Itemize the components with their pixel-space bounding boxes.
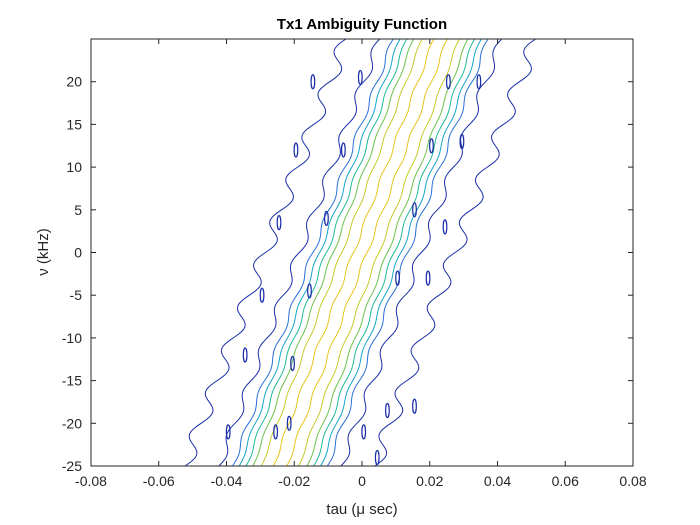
contour-line	[184, 39, 347, 466]
x-tick-label: 0.02	[416, 473, 443, 489]
contour-island	[445, 74, 451, 90]
contour-island	[395, 270, 400, 286]
contour-island	[412, 398, 417, 414]
contour-island	[225, 424, 231, 440]
contour-island	[340, 142, 346, 158]
y-tick-label: 20	[66, 74, 82, 90]
contour-island	[385, 402, 390, 419]
contour-island	[361, 424, 367, 440]
contour-line	[218, 39, 381, 466]
contour-island	[273, 424, 279, 440]
x-tick-label: 0	[358, 473, 366, 489]
x-tick-label: 0.08	[619, 473, 646, 489]
y-tick-label: -15	[62, 373, 82, 389]
contour-line	[252, 39, 415, 466]
contour-line	[326, 39, 489, 466]
y-tick-label: 5	[74, 202, 82, 218]
x-tick-label: -0.08	[75, 473, 107, 489]
contour-island	[290, 355, 295, 372]
contour-island	[310, 74, 316, 90]
y-tick-label: 15	[66, 116, 82, 132]
contour-island	[286, 415, 292, 431]
contour-island	[459, 133, 465, 150]
x-axis-label: tau (μ sec)	[326, 501, 397, 518]
contour-island	[425, 270, 431, 286]
y-tick-label: -20	[62, 415, 82, 431]
x-tick-label: 0.04	[484, 473, 511, 489]
contour-island	[293, 142, 299, 158]
contour-line	[306, 39, 469, 466]
tick-layer: -0.08 -0.06 -0.04 -0.02 0 0.02 0.04 0.06 0.08 -25…	[62, 39, 647, 489]
contour-island	[324, 210, 329, 226]
contour-line	[245, 39, 408, 466]
contour-line	[238, 39, 401, 466]
contour-line	[260, 39, 423, 466]
contour-line	[231, 39, 394, 466]
contour-line	[297, 39, 460, 466]
contour-island	[412, 202, 417, 218]
plot-area	[91, 39, 633, 466]
contour-island	[357, 69, 363, 86]
y-axis-label: ν (kHz)	[35, 228, 52, 276]
contour-island	[429, 138, 434, 154]
x-tick-label: -0.04	[211, 473, 243, 489]
x-tick-label: 0.06	[552, 473, 579, 489]
y-tick-label: 0	[74, 245, 82, 261]
x-tick-label: -0.02	[278, 473, 310, 489]
contour-line	[286, 39, 449, 466]
x-tick-label: -0.06	[143, 473, 175, 489]
contour-island	[276, 215, 282, 231]
contour-line	[319, 39, 482, 466]
contour-island	[259, 287, 265, 303]
contour-line	[272, 39, 435, 466]
contour-island	[442, 219, 448, 235]
y-tick-label: 10	[66, 159, 82, 175]
contour-layer	[184, 39, 537, 466]
contour-island	[476, 74, 482, 90]
contour-line	[340, 39, 503, 466]
chart-title: Tx1 Ambiguity Function	[277, 16, 447, 33]
y-tick-label: -10	[62, 330, 82, 346]
contour-island	[242, 347, 248, 363]
y-tick-label: -5	[70, 287, 83, 303]
contour-line	[313, 39, 476, 466]
y-tick-label: -25	[62, 458, 82, 474]
contour-island	[374, 449, 380, 466]
contour-line	[373, 39, 537, 466]
contour-island	[307, 283, 312, 299]
